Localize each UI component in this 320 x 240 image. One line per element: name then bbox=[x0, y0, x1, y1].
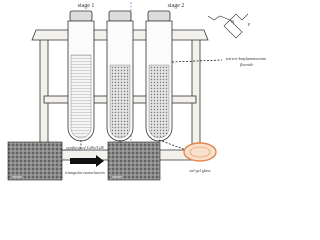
molecule-structure bbox=[207, 13, 249, 39]
diagram: stage 1 stage 2 N F tetra-n-butylammoniu… bbox=[7, 2, 266, 181]
glass-disk bbox=[183, 142, 217, 162]
molecule-label: tetra-n-butylammonium bbox=[226, 56, 266, 61]
tem-image bbox=[7, 141, 63, 181]
process-label: triangular nanoclusters bbox=[65, 170, 105, 175]
stage-label: stage 1 bbox=[78, 3, 95, 9]
process-label: synthesis of CdSe/CdS bbox=[66, 145, 104, 150]
test-tube bbox=[67, 10, 95, 142]
stage-label: stage 2 bbox=[168, 3, 185, 9]
test-tube bbox=[145, 10, 173, 142]
anion-label: F bbox=[248, 22, 251, 27]
tem-image bbox=[107, 141, 161, 181]
cation-label: N bbox=[231, 19, 235, 24]
test-tube bbox=[106, 10, 134, 142]
glass-disk-inner bbox=[189, 146, 211, 158]
molecule-label: fluoride bbox=[240, 62, 253, 67]
product-label: sol-gel glass bbox=[189, 168, 210, 173]
arrow bbox=[70, 155, 104, 167]
